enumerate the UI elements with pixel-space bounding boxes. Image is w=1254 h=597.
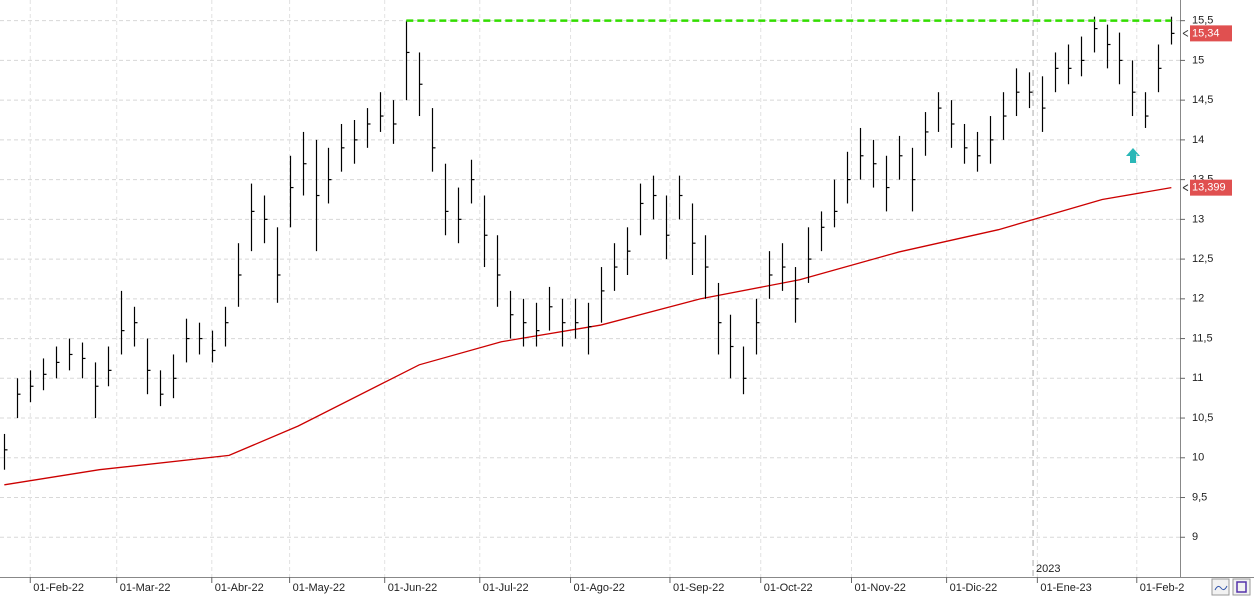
y-tick-label: 9 [1192,531,1198,543]
x-tick-label: 01-Oct-22 [764,582,813,594]
y-tick-label: 15 [1192,54,1204,66]
y-tick-label: 14,5 [1192,94,1213,106]
toolbar [1211,578,1251,596]
x-tick-label: 01-Nov-22 [855,582,906,594]
x-tick-label: 01-Ene-23 [1040,582,1091,594]
y-tick-label: 11,5 [1192,332,1213,344]
y-tick-label: 12,5 [1192,253,1213,265]
x-tick-label: 01-Dic-22 [950,582,998,594]
x-tick-label: 01-Jul-22 [483,582,529,594]
x-tick-label: 01-Abr-22 [215,582,264,594]
x-tick-label: 01-Feb-2 [1140,582,1185,594]
ma-price-pointer [1182,184,1189,192]
price-bars [3,16,1175,470]
moving-average-line [4,187,1172,486]
year-label: 2023 [1036,563,1060,575]
x-tick-label: 01-Mar-22 [120,582,171,594]
last-price-pointer [1182,29,1189,37]
signal-arrow [1126,148,1140,163]
x-tick-label: 01-Feb-22 [33,582,84,594]
y-tick-label: 15,5 [1192,15,1213,27]
y-tick-label: 13 [1192,213,1204,225]
x-tick-label: 01-May-22 [293,582,346,594]
y-tick-label: 9,5 [1192,491,1207,503]
y-tick-label: 12 [1192,293,1204,305]
last-price-label: 15,34 [1192,27,1220,39]
x-tick-label: 01-Jun-22 [388,582,438,594]
save-icon [1236,581,1247,593]
ma-price-box [1190,179,1232,196]
zoom-icon [1214,585,1228,591]
x-tick-label: 01-Ago-22 [574,582,625,594]
last-price-box [1190,25,1232,42]
y-tick-label: 10,5 [1192,412,1213,424]
y-tick-label: 11 [1192,372,1203,384]
ma-price-label: 13,399 [1192,182,1226,194]
y-tick-label: 14 [1192,134,1204,146]
grid [0,0,1180,577]
y-tick-label: 10 [1192,452,1204,464]
x-tick-label: 01-Sep-22 [673,582,724,594]
